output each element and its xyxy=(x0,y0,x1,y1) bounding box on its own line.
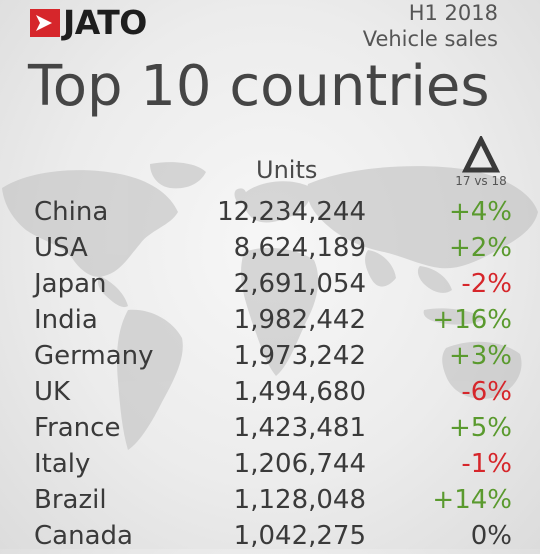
table-row: Japan 2,691,054 -2% xyxy=(0,266,540,302)
table-row: Germany 1,973,242 +3% xyxy=(0,338,540,374)
change-value: +16% xyxy=(432,305,512,335)
country-name: Germany xyxy=(34,341,154,371)
units-value: 1,042,275 xyxy=(233,521,366,551)
subtitle-label: Vehicle sales xyxy=(362,27,498,51)
period-label: H1 2018 xyxy=(408,1,498,25)
change-value: +4% xyxy=(448,197,512,227)
country-name: UK xyxy=(34,377,71,407)
change-value: +3% xyxy=(448,341,512,371)
change-value: -6% xyxy=(461,377,512,407)
units-value: 12,234,244 xyxy=(217,197,366,227)
change-value: -1% xyxy=(461,449,512,479)
table-row: Canada 1,042,275 0% xyxy=(0,518,540,554)
change-value: +2% xyxy=(448,233,512,263)
jato-arrow-logo-icon xyxy=(30,9,60,37)
units-value: 1,494,680 xyxy=(233,377,366,407)
jato-logo: JATO xyxy=(30,3,147,42)
country-name: Canada xyxy=(34,521,133,551)
units-value: 1,982,442 xyxy=(233,305,366,335)
page-title: Top 10 countries xyxy=(28,54,490,119)
change-value: +5% xyxy=(448,413,512,443)
units-value: 1,206,744 xyxy=(233,449,366,479)
units-value: 1,973,242 xyxy=(233,341,366,371)
table-row: India 1,982,442 +16% xyxy=(0,302,540,338)
change-column-caption: 17 vs 18 xyxy=(455,174,507,188)
units-value: 2,691,054 xyxy=(233,269,366,299)
units-value: 1,128,048 xyxy=(233,485,366,515)
header-meta: H1 2018 Vehicle sales xyxy=(363,0,498,52)
logo-text: JATO xyxy=(63,3,147,42)
change-value: 0% xyxy=(470,521,512,551)
units-value: 8,624,189 xyxy=(233,233,366,263)
country-name: USA xyxy=(34,233,88,263)
country-name: France xyxy=(34,413,121,443)
units-column-header: Units xyxy=(256,156,318,184)
table-row: China 12,234,244 +4% xyxy=(0,194,540,230)
change-value: +14% xyxy=(432,485,512,515)
country-name: Brazil xyxy=(34,485,107,515)
table-row: USA 8,624,189 +2% xyxy=(0,230,540,266)
country-table: China 12,234,244 +4% USA 8,624,189 +2% Japan 2,… xyxy=(0,194,540,554)
country-name: Italy xyxy=(34,449,91,479)
change-column-header: 17 vs 18 xyxy=(440,136,522,188)
change-value: -2% xyxy=(461,269,512,299)
table-row: Italy 1,206,744 -1% xyxy=(0,446,540,482)
world-map-background xyxy=(2,162,538,450)
table-row: France 1,423,481 +5% xyxy=(0,410,540,446)
units-value: 1,423,481 xyxy=(233,413,366,443)
delta-triangle-icon xyxy=(462,136,500,173)
country-name: Japan xyxy=(34,269,107,299)
country-name: India xyxy=(34,305,98,335)
country-name: China xyxy=(34,197,109,227)
table-row: UK 1,494,680 -6% xyxy=(0,374,540,410)
table-row: Brazil 1,128,048 +14% xyxy=(0,482,540,518)
